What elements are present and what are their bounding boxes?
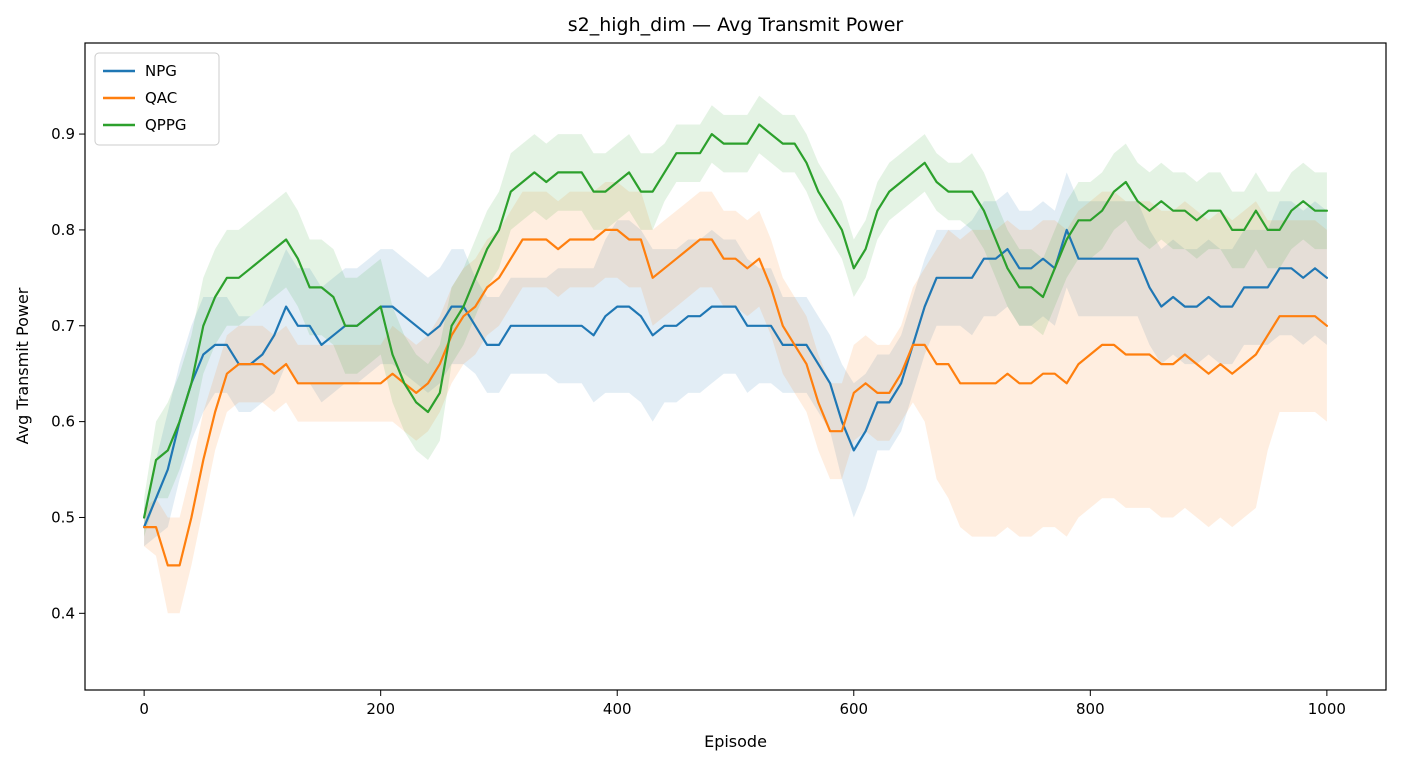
confidence-bands	[144, 95, 1327, 614]
y-axis-label: Avg Transmit Power	[13, 287, 32, 444]
x-tick-label: 600	[839, 700, 868, 718]
x-axis-label: Episode	[704, 732, 767, 751]
series-line-qac	[143, 228, 1329, 567]
y-axis-ticks: 0.4 0.5 0.6 0.7 0.8 0.9	[51, 125, 85, 622]
y-tick-label: 0.7	[51, 317, 75, 335]
legend: NPG QAC QPPG	[94, 52, 220, 146]
series-lines	[143, 123, 1329, 567]
y-tick-label: 0.6	[51, 413, 75, 431]
x-tick-label: 400	[603, 700, 632, 718]
band-npg	[144, 172, 1327, 547]
y-tick-label: 0.5	[51, 508, 75, 526]
y-tick-label: 0.4	[51, 604, 75, 622]
x-tick-label: 1000	[1308, 700, 1346, 718]
y-tick-label: 0.8	[51, 221, 75, 239]
x-tick-label: 0	[139, 700, 149, 718]
x-axis-ticks: 0 200 400 600 800 1000	[139, 690, 1346, 718]
series-line-qppg	[143, 123, 1329, 519]
band-qppg	[144, 95, 1327, 537]
legend-label-qppg: QPPG	[145, 116, 187, 134]
legend-box	[94, 52, 220, 146]
x-tick-label: 800	[1076, 700, 1105, 718]
legend-label-npg: NPG	[145, 62, 177, 80]
x-tick-label: 200	[366, 700, 395, 718]
chart-title: s2_high_dim — Avg Transmit Power	[568, 14, 904, 36]
plot-frame	[84, 42, 1387, 691]
series-line-npg	[143, 228, 1329, 529]
legend-label-qac: QAC	[145, 89, 177, 107]
y-tick-label: 0.9	[51, 125, 75, 143]
band-qac	[144, 182, 1327, 614]
